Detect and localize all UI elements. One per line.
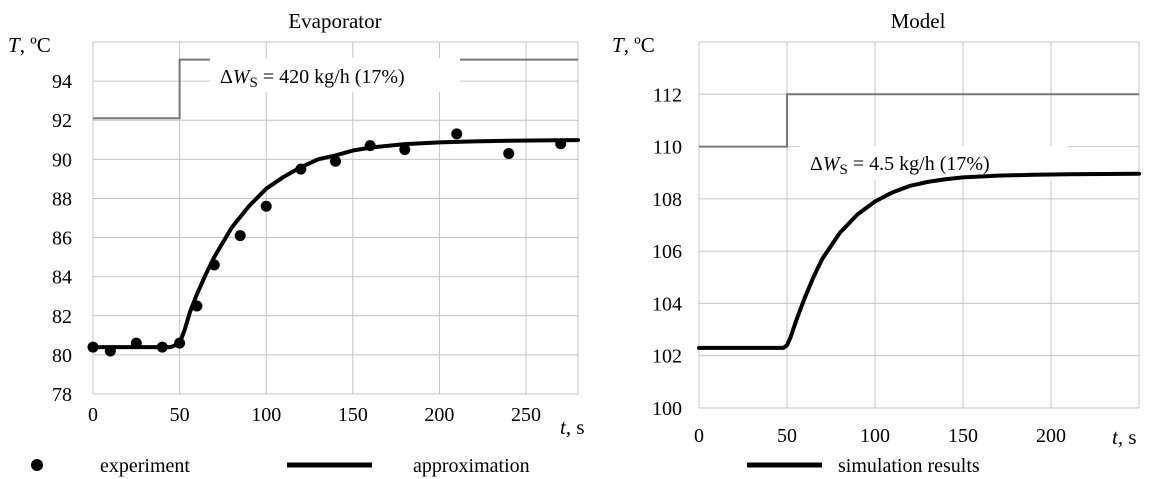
model-y-tick-label: 104 <box>652 293 682 315</box>
model-simulation-results-line <box>697 171 1141 350</box>
model-x-tick-label: 0 <box>694 425 704 447</box>
model-annotation: ΔWS = 4.5 kg/h (17%) <box>810 153 990 178</box>
model-y-tick-label: 106 <box>652 241 682 263</box>
model-y-tick-label: 100 <box>652 398 682 420</box>
model-x-tick-label: 100 <box>860 425 890 447</box>
evaporator-y-tick-label: 84 <box>52 267 72 289</box>
legend-simulation-label: simulation results <box>838 455 980 477</box>
evaporator-x-axis-label: t, s <box>560 415 585 439</box>
model-x-tick-label: 200 <box>1036 425 1066 447</box>
evaporator-experiment-point <box>503 147 515 159</box>
evaporator-experiment-point <box>399 144 411 156</box>
model-series <box>697 171 1141 350</box>
evaporator-y-tick-label: 80 <box>52 345 72 367</box>
evaporator-y-tick-label: 82 <box>52 306 72 328</box>
evaporator-x-tick-label: 50 <box>170 404 190 426</box>
model-x-tick-label: 150 <box>948 425 978 447</box>
evaporator-experiment-point <box>451 128 463 140</box>
evaporator-approximation-line <box>91 138 580 350</box>
legend-experiment-label: experiment <box>100 455 190 477</box>
evaporator-chart: Evaporator 78 80 82 84 86 88 90 92 94 0 50 100 150 20… <box>8 9 585 439</box>
legend-experiment-marker <box>31 459 43 471</box>
legend: experiment approximation simulation resu… <box>31 455 980 477</box>
evaporator-tick-labels: 78 80 82 84 86 88 90 92 94 0 50 100 150 200 250 <box>52 71 541 426</box>
model-tick-labels: 100 102 104 106 108 110 112 0 50 100 150 200 <box>652 84 1066 447</box>
evaporator-y-tick-label: 88 <box>52 188 72 210</box>
evaporator-y-tick-label: 90 <box>52 149 72 171</box>
evaporator-y-tick-label: 92 <box>52 110 72 132</box>
model-y-axis-label: T, ºC <box>612 33 655 57</box>
evaporator-title: Evaporator <box>288 9 381 33</box>
model-x-tick-label: 50 <box>777 425 797 447</box>
evaporator-x-tick-label: 150 <box>338 404 368 426</box>
evaporator-x-tick-label: 0 <box>88 404 98 426</box>
evaporator-x-tick-label: 250 <box>511 404 541 426</box>
evaporator-x-tick-label: 200 <box>424 404 454 426</box>
evaporator-series <box>87 128 580 357</box>
model-title: Model <box>891 9 946 33</box>
model-y-tick-label: 112 <box>653 84 682 106</box>
evaporator-grid <box>92 41 579 395</box>
evaporator-y-tick-label: 78 <box>52 384 72 406</box>
evaporator-experiment-point <box>260 200 272 212</box>
evaporator-experiment-point <box>330 155 341 167</box>
evaporator-x-tick-label: 100 <box>251 404 281 426</box>
legend-approximation-label: approximation <box>413 455 530 477</box>
evaporator-annotation-bg <box>210 58 460 92</box>
evaporator-y-tick-label: 86 <box>52 228 72 250</box>
model-x-axis-label: t, s <box>1112 425 1137 449</box>
model-y-tick-label: 108 <box>652 189 682 211</box>
evaporator-y-axis-label: T, ºC <box>8 33 51 57</box>
model-y-tick-label: 102 <box>652 346 682 368</box>
model-grid <box>698 41 1140 409</box>
evaporator-y-tick-label: 94 <box>52 71 72 93</box>
evaporator-experiment-point <box>234 230 246 242</box>
evaporator-annotation: ΔWS = 420 kg/h (17%) <box>220 66 405 91</box>
model-y-tick-label: 110 <box>653 137 682 159</box>
model-input-step-line <box>699 93 1139 148</box>
